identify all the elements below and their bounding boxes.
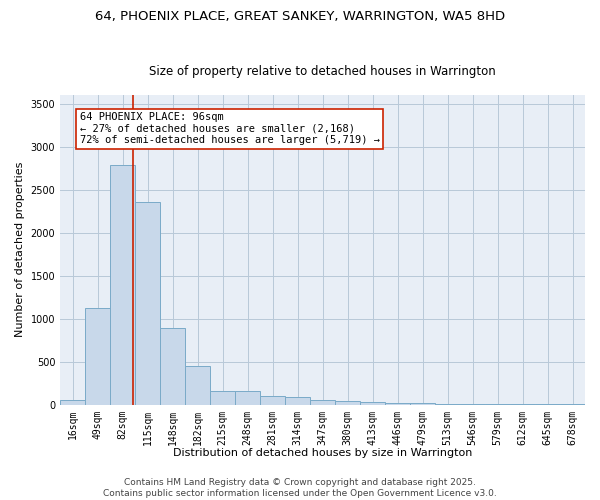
Bar [135,202,160,404]
Bar [160,328,185,404]
Bar [235,391,260,404]
Bar [385,403,410,404]
Y-axis label: Number of detached properties: Number of detached properties [15,162,25,338]
Bar [310,400,335,404]
Bar [360,402,385,404]
Bar [335,401,360,404]
Text: 64, PHOENIX PLACE, GREAT SANKEY, WARRINGTON, WA5 8HD: 64, PHOENIX PLACE, GREAT SANKEY, WARRING… [95,10,505,23]
Bar [285,397,310,404]
X-axis label: Distribution of detached houses by size in Warrington: Distribution of detached houses by size … [173,448,472,458]
Title: Size of property relative to detached houses in Warrington: Size of property relative to detached ho… [149,66,496,78]
Bar [85,308,110,404]
Bar [110,166,135,404]
Bar [260,396,285,404]
Bar [210,391,235,404]
Bar [185,366,210,405]
Bar [60,400,85,404]
Text: Contains HM Land Registry data © Crown copyright and database right 2025.
Contai: Contains HM Land Registry data © Crown c… [103,478,497,498]
Text: 64 PHOENIX PLACE: 96sqm
← 27% of detached houses are smaller (2,168)
72% of semi: 64 PHOENIX PLACE: 96sqm ← 27% of detache… [80,112,380,146]
